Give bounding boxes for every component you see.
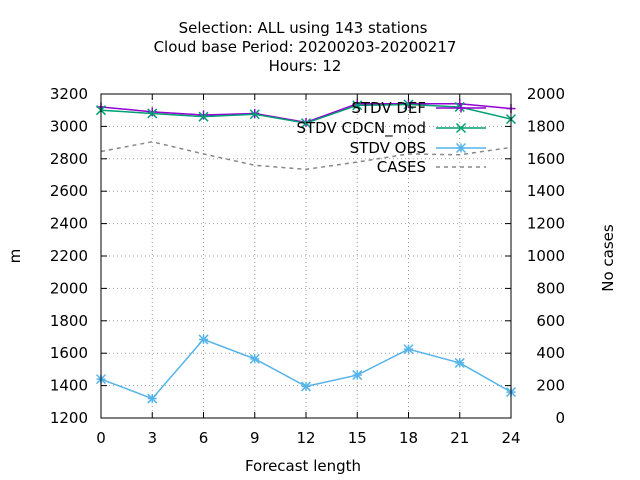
x-tick-label: 24 [501, 429, 520, 447]
y-tick-label: 2200 [50, 247, 88, 265]
y2-tick-label: 200 [536, 377, 565, 395]
data-point [403, 344, 414, 355]
data-point [300, 381, 312, 392]
data-point [147, 108, 158, 119]
x-tick-label: 12 [296, 429, 315, 447]
y2-tick-label: 1000 [527, 247, 565, 265]
y-tick-label: 1200 [50, 409, 88, 427]
grid [101, 94, 511, 418]
y2-tick-label: 1200 [527, 215, 565, 233]
data-point [249, 353, 260, 364]
y-tick-label: 3200 [50, 85, 88, 103]
data-point [249, 109, 260, 120]
y2-tick-label: 400 [536, 344, 565, 362]
x-tick-label: 9 [250, 429, 260, 447]
data-point [147, 393, 158, 404]
y-tick-label: 1800 [50, 312, 88, 330]
y-tick-label: 2600 [50, 182, 88, 200]
data-point [352, 99, 362, 109]
x-tick-label: 0 [96, 429, 106, 447]
y2-axis-label: No cases [599, 224, 617, 292]
axis-ticks: 0 3 6 9 12 15 18 21 2412001400160018002000220024… [50, 85, 565, 447]
y-tick-label: 2800 [50, 150, 88, 168]
y-tick-label: 1400 [50, 377, 88, 395]
data-point [454, 101, 465, 112]
legend-marker [455, 122, 467, 134]
series-line-3 [100, 141, 512, 171]
data-point [300, 118, 312, 129]
data-point [403, 99, 414, 110]
y2-tick-label: 2000 [527, 85, 565, 103]
data-point [352, 100, 363, 111]
legend-marker [455, 142, 467, 154]
series [95, 99, 517, 404]
y2-tick-label: 1800 [527, 117, 565, 135]
legend-label: STDV CDCN_mod [296, 119, 426, 138]
y2-tick-label: 0 [555, 409, 565, 427]
data-point [198, 111, 209, 122]
y-tick-label: 2000 [50, 279, 88, 297]
y-axis-label: m [6, 249, 24, 264]
data-point [198, 334, 209, 345]
x-tick-label: 3 [147, 429, 157, 447]
legend-label: STDV OBS [350, 139, 426, 157]
y2-tick-label: 1400 [527, 182, 565, 200]
legend-marker [456, 103, 466, 113]
x-tick-label: 15 [348, 429, 367, 447]
legend-label: STDV DEF [351, 99, 426, 117]
x-tick-label: 21 [450, 429, 469, 447]
title-line-2: Cloud base Period: 20200203-20200217 [154, 38, 457, 56]
legend-label: CASES [377, 158, 426, 176]
title-line-1: Selection: ALL using 143 stations [179, 19, 428, 37]
title-line-3: Hours: 12 [269, 57, 342, 75]
y2-tick-label: 800 [536, 279, 565, 297]
y-tick-label: 3000 [50, 117, 88, 135]
y-tick-label: 1600 [50, 344, 88, 362]
x-tick-label: 18 [399, 429, 418, 447]
data-point [147, 107, 157, 117]
y2-tick-label: 600 [536, 312, 565, 330]
data-point [454, 357, 465, 368]
y-tick-label: 2400 [50, 215, 88, 233]
y2-tick-label: 1600 [527, 150, 565, 168]
chart-title: Selection: ALL using 143 stations Cloud … [154, 19, 457, 75]
data-point [199, 110, 208, 120]
x-axis-label: Forecast length [245, 457, 361, 475]
x-tick-label: 6 [199, 429, 209, 447]
data-point [352, 370, 363, 381]
